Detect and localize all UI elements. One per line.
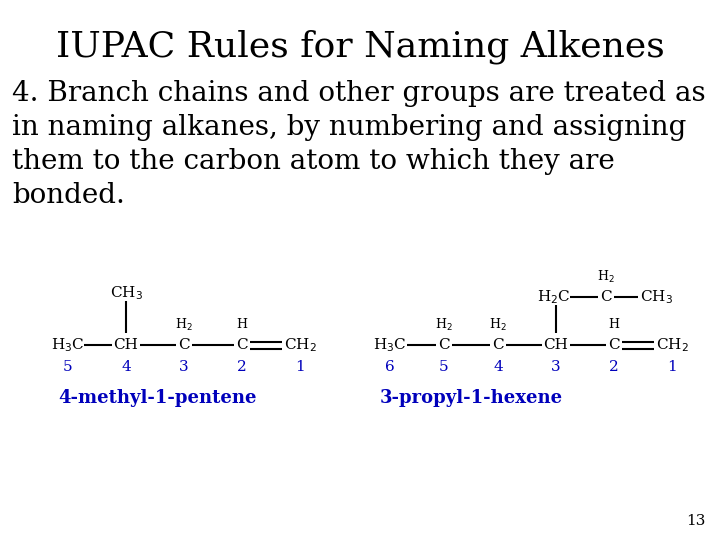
Text: CH$_2$: CH$_2$ bbox=[656, 336, 688, 354]
Text: 3-propyl-1-hexene: 3-propyl-1-hexene bbox=[380, 389, 563, 407]
Text: 4: 4 bbox=[121, 360, 131, 374]
Text: H$_3$C: H$_3$C bbox=[51, 336, 85, 354]
Text: 4. Branch chains and other groups are treated as: 4. Branch chains and other groups are tr… bbox=[12, 80, 706, 107]
Text: C: C bbox=[178, 338, 190, 352]
Text: C: C bbox=[438, 338, 450, 352]
Text: bonded.: bonded. bbox=[12, 182, 125, 209]
Text: 4: 4 bbox=[493, 360, 503, 374]
Text: 6: 6 bbox=[385, 360, 395, 374]
Text: H$_2$: H$_2$ bbox=[435, 317, 453, 333]
Text: them to the carbon atom to which they are: them to the carbon atom to which they ar… bbox=[12, 148, 615, 175]
Text: C: C bbox=[492, 338, 504, 352]
Text: C: C bbox=[236, 338, 248, 352]
Text: H: H bbox=[608, 319, 619, 332]
Text: C: C bbox=[608, 338, 620, 352]
Text: 5: 5 bbox=[63, 360, 73, 374]
Text: 2: 2 bbox=[609, 360, 619, 374]
Text: H$_2$: H$_2$ bbox=[597, 269, 615, 285]
Text: CH: CH bbox=[114, 338, 138, 352]
Text: CH$_2$: CH$_2$ bbox=[284, 336, 316, 354]
Text: H$_2$: H$_2$ bbox=[175, 317, 193, 333]
Text: 3: 3 bbox=[179, 360, 189, 374]
Text: 5: 5 bbox=[439, 360, 449, 374]
Text: 1: 1 bbox=[667, 360, 677, 374]
Text: in naming alkanes, by numbering and assigning: in naming alkanes, by numbering and assi… bbox=[12, 114, 686, 141]
Text: CH$_3$: CH$_3$ bbox=[109, 284, 143, 302]
Text: 13: 13 bbox=[687, 514, 706, 528]
Text: 3: 3 bbox=[552, 360, 561, 374]
Text: CH$_3$: CH$_3$ bbox=[639, 288, 672, 306]
Text: 4-methyl-1-pentene: 4-methyl-1-pentene bbox=[58, 389, 256, 407]
Text: 2: 2 bbox=[237, 360, 247, 374]
Text: H: H bbox=[236, 319, 248, 332]
Text: IUPAC Rules for Naming Alkenes: IUPAC Rules for Naming Alkenes bbox=[55, 30, 665, 64]
Text: H$_2$: H$_2$ bbox=[489, 317, 507, 333]
Text: C: C bbox=[600, 290, 612, 304]
Text: 1: 1 bbox=[295, 360, 305, 374]
Text: CH: CH bbox=[544, 338, 568, 352]
Text: H$_3$C: H$_3$C bbox=[373, 336, 407, 354]
Text: H$_2$C: H$_2$C bbox=[537, 288, 571, 306]
